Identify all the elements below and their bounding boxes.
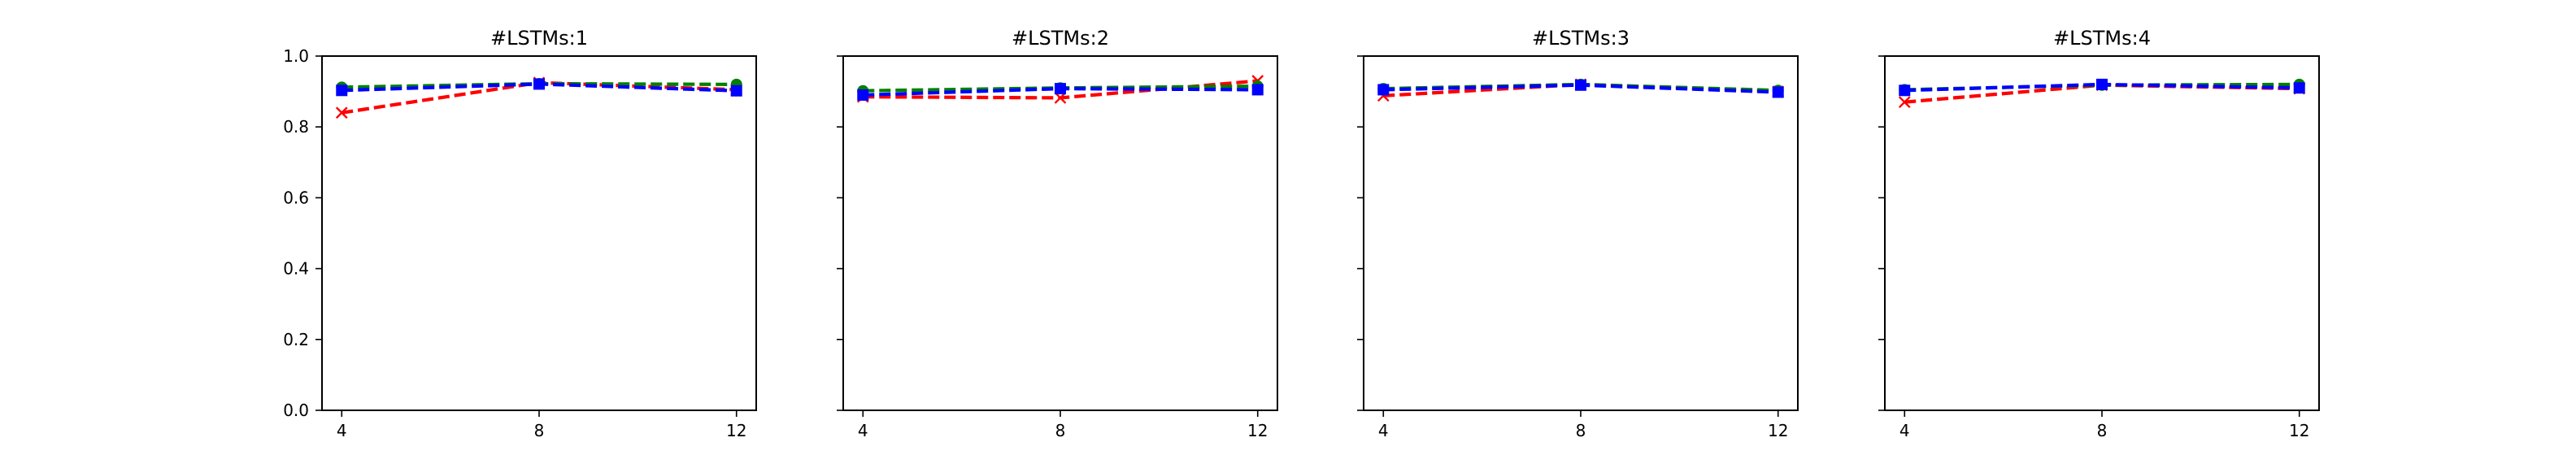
- x-tick-label: 8: [534, 421, 545, 440]
- axes-frame: [842, 55, 1278, 411]
- data-point: [1575, 79, 1586, 91]
- x-tick-label: 8: [1576, 421, 1586, 440]
- chart-panel-2: #LSTMs:2 4 8 12: [837, 27, 1278, 440]
- y-tick-label: 0.6: [283, 188, 309, 207]
- y-tick-label: 0.0: [283, 401, 309, 420]
- y-tick-label: 1.0: [283, 46, 309, 66]
- x-tick-label: 12: [1247, 421, 1268, 440]
- chart-title: #LSTMs:4: [2053, 27, 2151, 50]
- x-tick-label: 4: [1378, 421, 1389, 440]
- data-point: [2096, 78, 2108, 90]
- data-point: [730, 84, 742, 97]
- axes-frame: [321, 55, 757, 411]
- y-tick-label: 0.2: [283, 330, 309, 349]
- x-tick-label: 8: [1055, 421, 1066, 440]
- data-point: [335, 106, 348, 119]
- x-tick-label: 4: [1899, 421, 1910, 440]
- chart-panel-1: #LSTMs:1 4 8 12 0.0 0.2 0.4 0.6 0.8 1.0: [283, 27, 757, 440]
- x-tick-label: 4: [858, 421, 868, 440]
- data-point: [1251, 84, 1264, 96]
- axes-frame: [1884, 55, 2320, 411]
- data-point: [1898, 96, 1911, 109]
- x-tick-label: 12: [1768, 421, 1788, 440]
- data-point: [533, 78, 545, 90]
- data-point: [336, 84, 348, 97]
- data-point: [1055, 83, 1066, 95]
- x-tick-label: 12: [2289, 421, 2309, 440]
- chart-panel-4: #LSTMs:4 4 8 12: [1878, 27, 2320, 440]
- data-point: [1054, 92, 1067, 104]
- data-point: [2293, 82, 2305, 94]
- axes-frame: [1363, 55, 1799, 411]
- x-tick-label: 4: [337, 421, 347, 440]
- data-point: [857, 89, 869, 101]
- y-tick-label: 0.8: [283, 117, 309, 136]
- chart-title: #LSTMs:1: [490, 27, 588, 50]
- data-point: [1772, 86, 1784, 98]
- chart-panel-3: #LSTMs:3 4 8 12: [1357, 27, 1799, 440]
- chart-title: #LSTMs:3: [1532, 27, 1630, 50]
- x-tick-label: 12: [726, 421, 746, 440]
- x-tick-label: 8: [2097, 421, 2108, 440]
- data-point: [1899, 84, 1911, 97]
- y-tick-label: 0.4: [283, 259, 309, 279]
- data-point: [1377, 84, 1390, 96]
- chart-title: #LSTMs:2: [1012, 27, 1109, 50]
